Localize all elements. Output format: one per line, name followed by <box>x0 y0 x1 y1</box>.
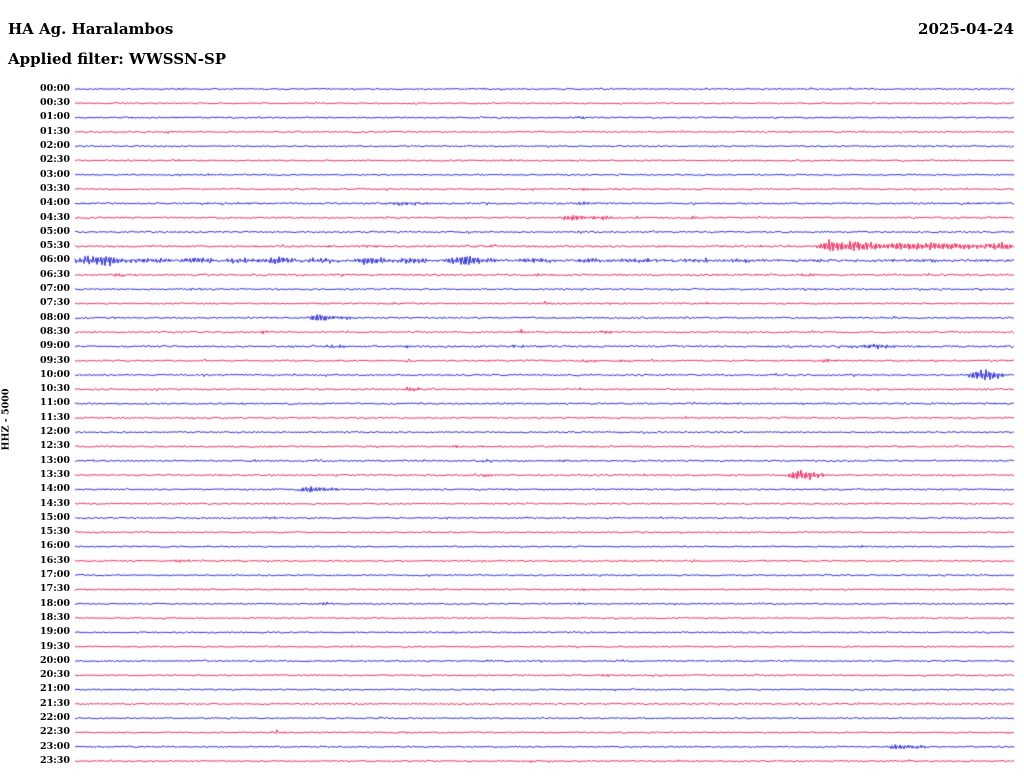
time-label: 17:00 <box>40 569 70 580</box>
time-label: 02:00 <box>40 140 70 151</box>
time-label: 16:30 <box>40 554 70 566</box>
time-label: 21:00 <box>40 683 70 695</box>
time-label: 10:30 <box>40 383 70 395</box>
time-label: 00:30 <box>40 97 70 109</box>
time-label: 07:00 <box>40 283 70 294</box>
time-label: 13:30 <box>40 468 70 480</box>
time-label: 01:30 <box>40 125 70 137</box>
time-label: 01:00 <box>40 111 70 123</box>
time-label: 04:00 <box>40 197 70 209</box>
time-label: 03:00 <box>40 168 70 180</box>
time-label: 18:00 <box>40 597 70 609</box>
time-label: 02:30 <box>40 154 70 166</box>
date-label: 2025-04-24 <box>918 20 1014 38</box>
time-label: 03:30 <box>40 182 70 194</box>
time-label: 17:30 <box>40 583 70 595</box>
time-label: 19:00 <box>40 626 70 638</box>
time-label: 18:30 <box>40 611 70 623</box>
time-label: 05:00 <box>40 225 70 237</box>
time-label: 16:00 <box>40 540 70 552</box>
time-label: 04:30 <box>40 211 70 223</box>
time-label: 09:00 <box>40 340 70 352</box>
time-label: 06:00 <box>40 254 70 266</box>
time-label: 11:30 <box>40 411 70 423</box>
time-label: 05:30 <box>40 240 70 252</box>
time-label: 14:30 <box>40 497 70 509</box>
time-label: 20:00 <box>40 654 70 666</box>
time-label: 07:30 <box>40 297 70 309</box>
time-label: 12:30 <box>40 440 70 452</box>
time-label: 13:00 <box>40 454 70 466</box>
time-label: 08:30 <box>40 325 70 337</box>
time-label: 23:00 <box>40 740 70 752</box>
time-label: 21:30 <box>40 697 70 709</box>
time-label: 06:30 <box>40 268 70 280</box>
time-label: 23:30 <box>40 754 70 766</box>
time-label: 00:00 <box>40 82 70 94</box>
time-label: 15:00 <box>40 511 70 523</box>
time-label: 22:00 <box>40 712 70 723</box>
filter-label: Applied filter: WWSSN-SP <box>8 50 227 68</box>
time-label: 15:30 <box>40 526 70 538</box>
station-title: HA Ag. Haralambos <box>8 20 174 38</box>
time-label: 09:30 <box>40 354 70 366</box>
time-label: 19:30 <box>40 640 70 652</box>
time-label: 10:00 <box>40 368 70 380</box>
time-label: 11:00 <box>40 397 70 409</box>
time-label: 14:00 <box>40 483 70 495</box>
time-label: 20:30 <box>40 669 70 681</box>
time-label: 12:00 <box>40 426 70 437</box>
time-label: 08:00 <box>40 311 70 323</box>
time-label: 22:30 <box>40 726 70 738</box>
time-axis: 00:00 00:30 01:00 01:30 02:00 02:30 03:00 03:30… <box>0 0 70 780</box>
